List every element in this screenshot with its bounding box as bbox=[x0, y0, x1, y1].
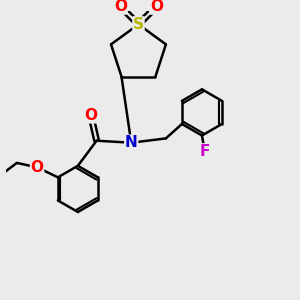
Text: N: N bbox=[125, 135, 138, 150]
Text: O: O bbox=[150, 0, 163, 14]
Text: O: O bbox=[84, 108, 97, 123]
Text: O: O bbox=[114, 0, 127, 14]
Text: S: S bbox=[133, 17, 144, 32]
Text: O: O bbox=[31, 160, 44, 175]
Text: F: F bbox=[200, 144, 210, 159]
